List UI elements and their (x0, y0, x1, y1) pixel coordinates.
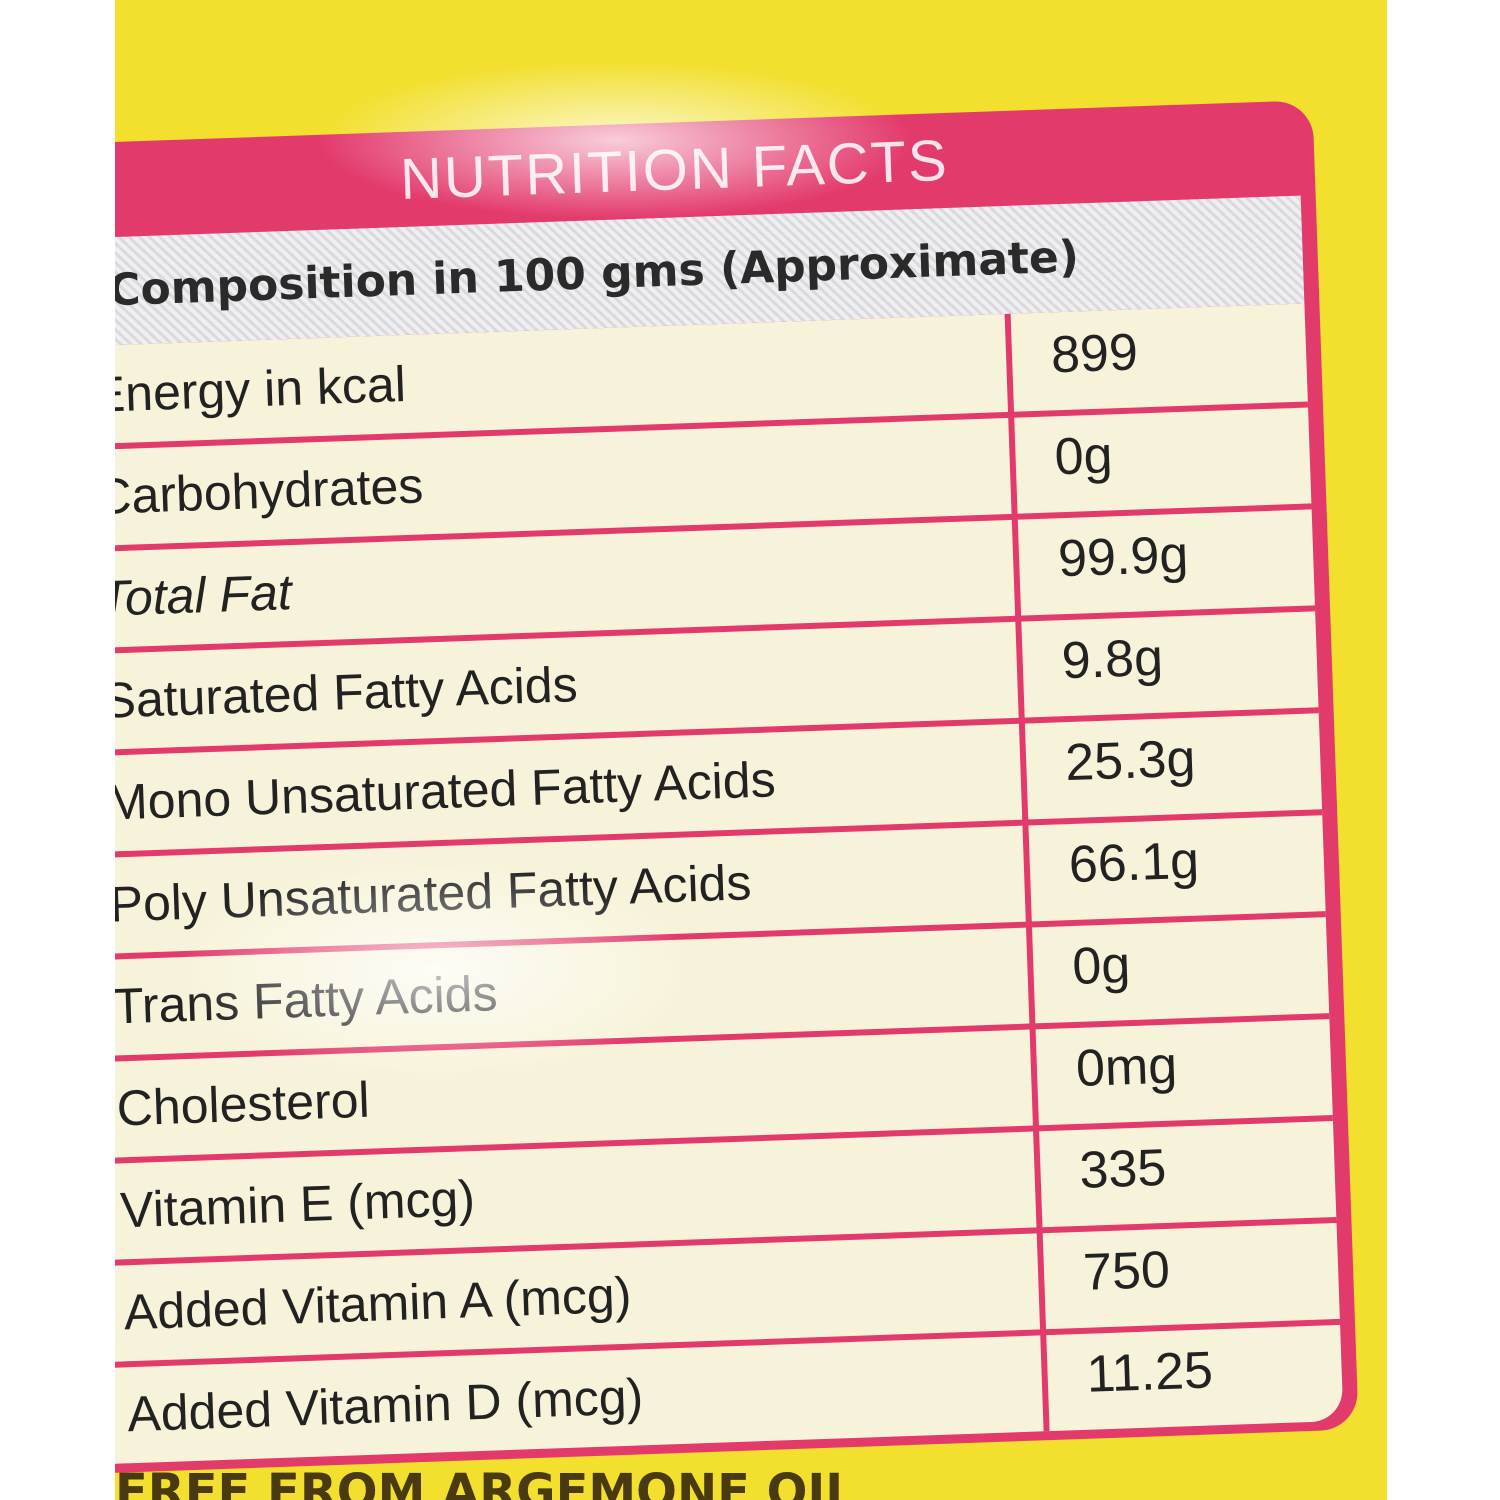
footer-claim: FREE FROM ARGEMONE OIL (115, 1464, 856, 1500)
nutrient-name: Vitamin E (mcg) (119, 1170, 476, 1239)
nutrient-name: Total Fat (115, 564, 293, 627)
nutrient-value: 0mg (1074, 1036, 1179, 1098)
nutrition-panel: NUTRITION FACTS Composition in 100 gms (… (115, 100, 1359, 1475)
nutrient-value: 335 (1078, 1138, 1168, 1200)
nutrient-name: Saturated Fatty Acids (115, 656, 579, 729)
nutrient-value: 99.9g (1057, 525, 1190, 589)
nutrient-value: 899 (1050, 323, 1139, 385)
nutrient-value: 0g (1071, 936, 1132, 997)
nutrient-value: 66.1g (1067, 831, 1200, 895)
nutrient-name: Poly Unsaturated Fatty Acids (115, 854, 753, 933)
nutrient-name: Added Vitamin D (mcg) (126, 1368, 645, 1443)
nutrient-name: Energy in kcal (115, 355, 407, 423)
nutrient-name: Added Vitamin A (mcg) (122, 1266, 633, 1341)
nutrient-value: 9.8g (1060, 628, 1164, 691)
package-photo: NUTRITION FACTS Composition in 100 gms (… (115, 0, 1387, 1500)
nutrient-name: Trans Fatty Acids (115, 965, 499, 1035)
nutrition-label: NUTRITION FACTS Composition in 100 gms (… (115, 0, 1387, 1500)
nutrient-value: 0g (1053, 426, 1114, 487)
nutrient-name: Carbohydrates (115, 457, 425, 525)
nutrient-name: Cholesterol (115, 1071, 371, 1137)
nutrition-table: Energy in kcal 899 Carbohydrates 0g Tota… (115, 303, 1344, 1466)
nutrient-value: 750 (1082, 1240, 1171, 1302)
nutrient-value: 11.25 (1085, 1341, 1214, 1404)
nutrient-value: 25.3g (1064, 729, 1197, 793)
